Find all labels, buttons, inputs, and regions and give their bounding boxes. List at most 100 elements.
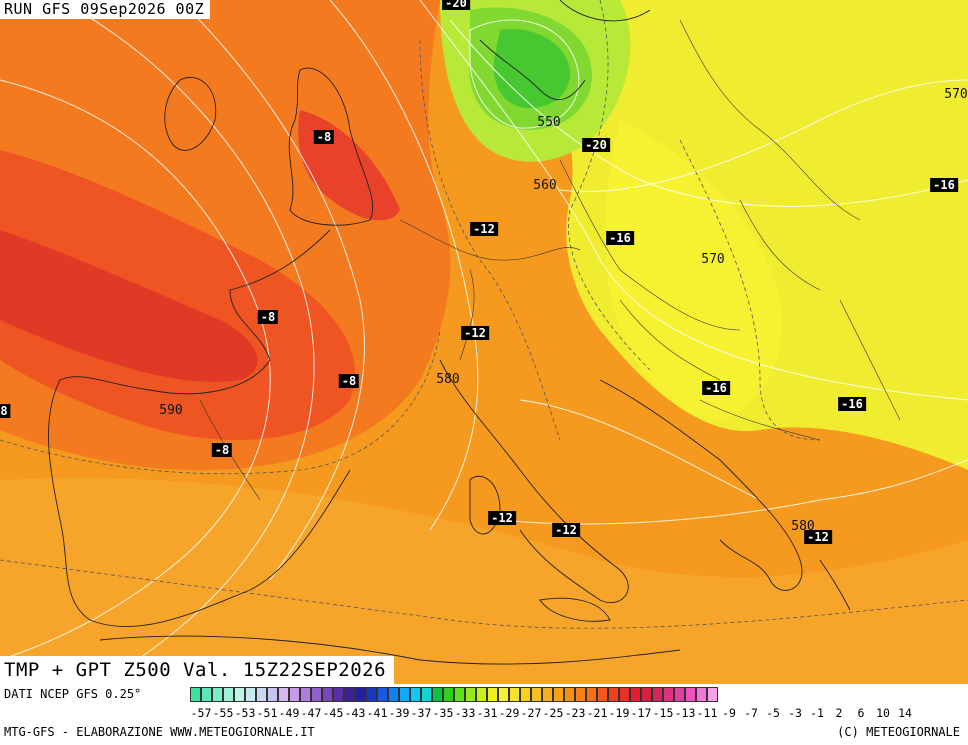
red-band (0, 150, 356, 440)
temp-label: -20 (442, 0, 470, 10)
color-scale-tick: -23 (564, 706, 586, 720)
temp-label: -8 (211, 443, 233, 457)
color-swatch (487, 687, 498, 702)
color-scale-tick: -3 (788, 706, 802, 720)
color-scale-tick: 14 (898, 706, 912, 720)
color-swatch (619, 687, 630, 702)
gpt-label: 560 (533, 178, 557, 193)
run-info: RUN GFS 09Sep2026 00Z (0, 0, 211, 19)
color-scale-tick: -21 (586, 706, 608, 720)
color-swatch (520, 687, 531, 702)
color-swatch (212, 687, 223, 702)
color-swatch (630, 687, 641, 702)
temp-label: -12 (488, 511, 516, 525)
color-swatch (234, 687, 245, 702)
color-swatch (311, 687, 322, 702)
data-source: DATI NCEP GFS 0.25° (4, 687, 142, 701)
temperature-contours (0, 0, 968, 629)
color-swatch (366, 687, 377, 702)
color-scale-tick: -1 (810, 706, 824, 720)
color-swatch (476, 687, 487, 702)
color-swatch (267, 687, 278, 702)
geopotential-contours (0, 0, 968, 684)
temp-label: 8 (0, 404, 11, 418)
color-swatch (190, 687, 201, 702)
color-scale-tick: -55 (212, 706, 234, 720)
color-scale-tick: -57 (190, 706, 212, 720)
footer-credit: MTG-GFS - ELABORAZIONE WWW.METEOGIORNALE… (4, 725, 315, 739)
color-swatch (674, 687, 685, 702)
temp-label: -12 (470, 222, 498, 236)
color-swatch (696, 687, 707, 702)
color-scale-tick: -45 (322, 706, 344, 720)
color-swatch (355, 687, 366, 702)
color-swatch (564, 687, 575, 702)
temp-label: -12 (461, 326, 489, 340)
temp-label: -16 (930, 178, 958, 192)
yellow-core (605, 120, 782, 420)
color-scale-tick: -53 (234, 706, 256, 720)
color-swatch (707, 687, 718, 702)
color-swatch (421, 687, 432, 702)
south-band (0, 478, 968, 684)
color-scale-tick: -35 (432, 706, 454, 720)
temp-label: -12 (552, 523, 580, 537)
color-swatch (498, 687, 509, 702)
color-swatch (641, 687, 652, 702)
color-swatch (531, 687, 542, 702)
color-scale-tick: -17 (630, 706, 652, 720)
color-scale (190, 687, 718, 702)
color-swatch (322, 687, 333, 702)
color-swatch (410, 687, 421, 702)
color-swatch (443, 687, 454, 702)
color-swatch (465, 687, 476, 702)
color-swatch (608, 687, 619, 702)
color-scale-tick: -27 (520, 706, 542, 720)
color-swatch (597, 687, 608, 702)
color-swatch (278, 687, 289, 702)
color-scale-tick: 10 (876, 706, 890, 720)
color-swatch (344, 687, 355, 702)
color-scale-tick: -33 (454, 706, 476, 720)
red-core (0, 230, 258, 382)
national-borders (199, 19, 901, 501)
color-scale-tick: -29 (498, 706, 520, 720)
color-scale-tick: -13 (674, 706, 696, 720)
temp-label: -16 (606, 231, 634, 245)
temp-label: -16 (838, 397, 866, 411)
color-swatch (454, 687, 465, 702)
temp-label: -8 (338, 374, 360, 388)
color-swatch (223, 687, 234, 702)
temp-label: -16 (702, 381, 730, 395)
color-swatch (399, 687, 410, 702)
color-scale-ticks: -57 -55 -53 -51 -49 -47 -45 -43 -41 -39 -37 -35 -33-… (190, 706, 916, 720)
coastlines (48, 0, 851, 665)
color-scale-tick: -5 (766, 706, 780, 720)
color-scale-tick: -49 (278, 706, 300, 720)
color-scale-tick: -25 (542, 706, 564, 720)
color-swatch (245, 687, 256, 702)
color-swatch (432, 687, 443, 702)
legend: DATI NCEP GFS 0.25° -57 -55 -53 -51 -49 -47 -4… (0, 684, 968, 745)
gpt-label: 570 (701, 252, 725, 267)
temp-label: -8 (313, 130, 335, 144)
color-swatch (575, 687, 586, 702)
color-scale-tick: -41 (366, 706, 388, 720)
color-scale-tick: -37 (410, 706, 432, 720)
temperature-map (0, 0, 968, 684)
color-swatch (289, 687, 300, 702)
color-swatch (652, 687, 663, 702)
color-scale-tick: -31 (476, 706, 498, 720)
map-title: TMP + GPT Z500 Val. 15Z22SEP2026 (0, 656, 395, 684)
color-swatch (685, 687, 696, 702)
color-swatch (333, 687, 344, 702)
color-scale-tick: -15 (652, 706, 674, 720)
color-scale-tick: -47 (300, 706, 322, 720)
temp-label: -8 (257, 310, 279, 324)
gpt-label: 550 (537, 115, 561, 130)
color-scale-tick: -39 (388, 706, 410, 720)
gpt-label: 580 (791, 519, 815, 534)
temp-label: -12 (804, 530, 832, 544)
gpt-label: 580 (436, 372, 460, 387)
color-swatch (542, 687, 553, 702)
